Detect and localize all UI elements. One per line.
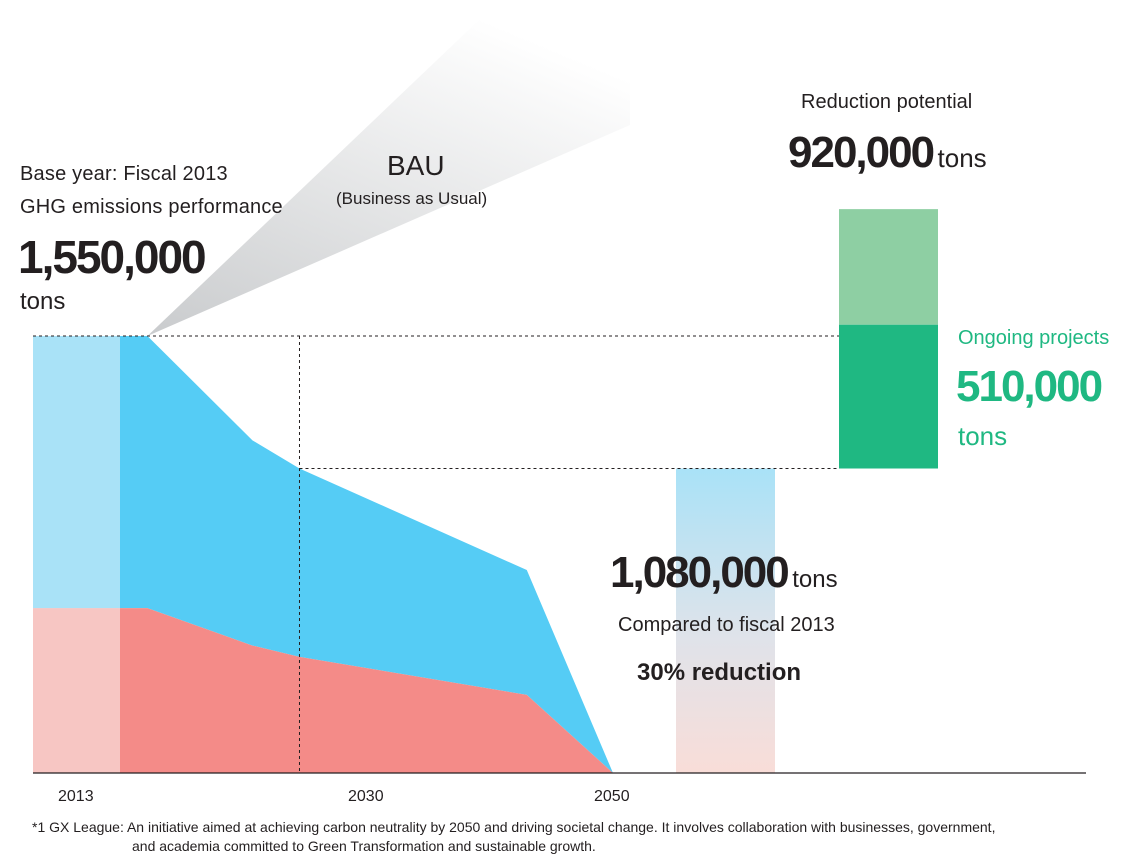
base-bar-scope1 bbox=[33, 608, 120, 773]
x-tick-2050: 2050 bbox=[594, 788, 630, 805]
reduction-potential-value: 920,000 bbox=[788, 128, 935, 177]
ongoing-projects-value: 510,000 bbox=[956, 362, 1103, 411]
target-bar bbox=[676, 468, 775, 773]
reduction-potential-block: 920,000 tons bbox=[788, 128, 987, 178]
footnote-line-2: and academia committed to Green Transfor… bbox=[132, 838, 596, 854]
target-value: 1,080,000 bbox=[610, 548, 790, 597]
area-series-1 bbox=[120, 608, 613, 773]
reduction-pct: 30% reduction bbox=[637, 659, 802, 686]
bau-subtitle: (Business as Usual) bbox=[336, 189, 488, 208]
ongoing-projects-label: Ongoing projects bbox=[958, 327, 1110, 349]
base-unit: tons bbox=[20, 288, 66, 315]
x-tick-2030: 2030 bbox=[348, 788, 384, 805]
reduction-potential-unit: tons bbox=[937, 143, 987, 173]
bau-title: BAU bbox=[387, 150, 445, 181]
footnote-line-1: *1 GX League: An initiative aimed at ach… bbox=[32, 819, 996, 835]
footnote: *1 GX League: An initiative aimed at ach… bbox=[32, 818, 1112, 856]
ghg-performance-label: GHG emissions performance bbox=[20, 196, 283, 218]
base-value: 1,550,000 bbox=[18, 231, 207, 283]
compared-label: Compared to fiscal 2013 bbox=[618, 614, 835, 636]
bau-wedge bbox=[147, 0, 630, 336]
target-unit: tons bbox=[792, 566, 838, 593]
area-series-2 bbox=[120, 336, 613, 773]
base-year-label: Base year: Fiscal 2013 bbox=[20, 163, 228, 185]
reduction-potential-bar bbox=[839, 209, 938, 325]
base-bar-scope2 bbox=[33, 336, 120, 609]
ongoing-projects-bar bbox=[839, 324, 938, 469]
reduction-potential-label: Reduction potential bbox=[801, 91, 973, 113]
x-tick-2013: 2013 bbox=[58, 788, 94, 805]
target-block: 1,080,000 tons bbox=[610, 548, 838, 598]
ongoing-projects-unit: tons bbox=[958, 421, 1008, 451]
